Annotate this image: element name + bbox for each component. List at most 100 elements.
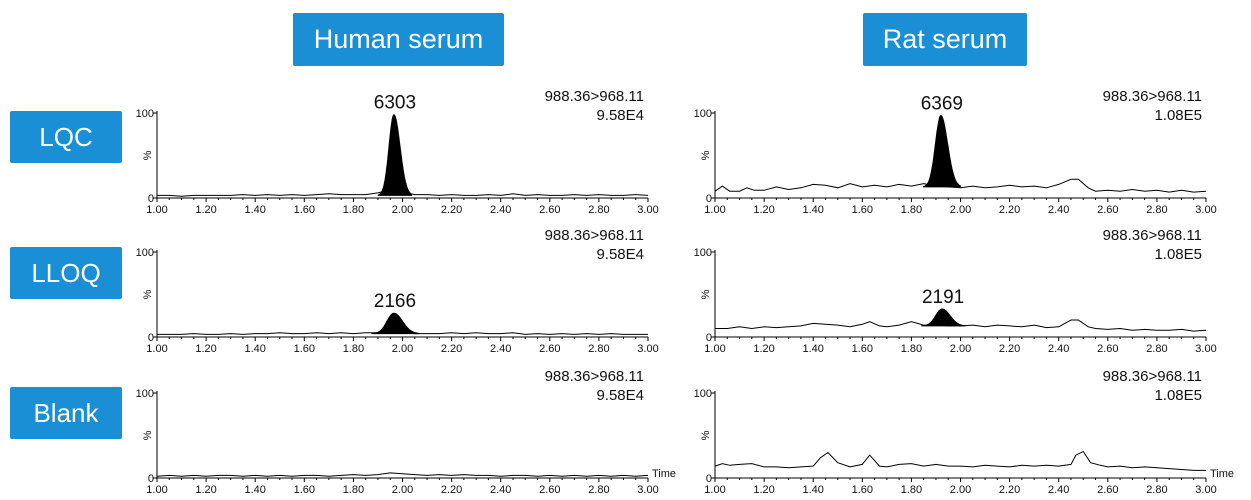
chromatogram-panel: 100 0% 1.00 1.20 1.40 1.60 1.80 2.00 2.20 2.40 2.6…: [694, 88, 1217, 216]
x-tick-label: 2.40: [1048, 204, 1069, 216]
x-tick-label: 2.20: [999, 204, 1020, 216]
y-axis-label: %: [142, 150, 154, 160]
x-tick-label: 3.00: [1195, 204, 1216, 216]
x-tick-label: 2.60: [1097, 484, 1118, 496]
y-tick-label: 0: [148, 332, 154, 344]
y-tick-label: 0: [706, 193, 712, 205]
x-tick-label: 1.00: [146, 343, 167, 355]
x-tick-label: 3.00: [637, 204, 658, 216]
x-tick-label: 2.60: [539, 343, 560, 355]
transition-label: 988.36>968.11: [545, 88, 644, 105]
x-tick-label: 2.00: [392, 343, 413, 355]
x-tick-label: 1.00: [146, 204, 167, 216]
x-tick-label: 2.80: [588, 484, 609, 496]
row-label-blank: Blank: [10, 387, 122, 439]
intensity-label: 9.58E4: [596, 107, 644, 124]
x-tick-label: 1.20: [753, 343, 774, 355]
x-tick-label: 1.60: [294, 204, 315, 216]
x-tick-label: 2.80: [1146, 204, 1167, 216]
x-tick-label: 2.20: [441, 343, 462, 355]
x-tick-label: 2.40: [1048, 484, 1069, 496]
peak-area-label: 2166: [374, 291, 416, 312]
x-tick-label: 2.40: [490, 484, 511, 496]
row-label-lloq: LLOQ: [10, 247, 122, 299]
x-tick-label: 2.60: [539, 484, 560, 496]
x-tick-label: 2.20: [441, 204, 462, 216]
row-label-lqc: LQC: [10, 111, 122, 163]
x-tick-label: 2.40: [1048, 343, 1069, 355]
x-tick-label: 1.00: [704, 343, 725, 355]
y-axis-label: %: [700, 150, 712, 160]
x-tick-label: 1.40: [802, 343, 823, 355]
intensity-label: 9.58E4: [596, 387, 644, 404]
x-tick-label: 2.80: [588, 204, 609, 216]
x-tick-label: 3.00: [637, 484, 658, 496]
x-tick-label: 1.20: [195, 204, 216, 216]
x-tick-label: 1.40: [802, 204, 823, 216]
x-tick-label: 3.00: [1195, 484, 1216, 496]
x-tick-label: 1.00: [704, 204, 725, 216]
y-tick-label: 0: [706, 473, 712, 485]
y-tick-label: 0: [148, 193, 154, 205]
peak-area: [921, 308, 966, 327]
x-tick-label: 1.20: [753, 204, 774, 216]
transition-label: 988.36>968.11: [1103, 227, 1202, 244]
x-tick-label: 1.60: [852, 343, 873, 355]
chromatogram-panel: 100 0% 1.00 1.20 1.40 1.60 1.80 2.00 2.20 2.40 2.6…: [694, 227, 1217, 355]
x-tick-label: 1.80: [901, 343, 922, 355]
y-axis-label: %: [700, 289, 712, 299]
baseline-trace: [714, 450, 1206, 471]
x-tick-label: 1.20: [195, 484, 216, 496]
x-tick-label: 1.60: [294, 484, 315, 496]
x-tick-label: 2.20: [999, 484, 1020, 496]
x-tick-label: 2.60: [539, 204, 560, 216]
x-tick-label: 3.00: [637, 343, 658, 355]
baseline-trace: [156, 472, 649, 477]
y-axis-label: %: [142, 430, 154, 440]
chromatogram-panel: 100 0% 1.00 1.20 1.40 1.60 1.80 2.00 2.20 2.40 2.6…: [136, 227, 659, 355]
x-tick-label: 2.00: [392, 204, 413, 216]
x-tick-label: 2.80: [1146, 484, 1167, 496]
x-tick-label: 2.00: [950, 204, 971, 216]
x-tick-label: 2.00: [950, 343, 971, 355]
x-tick-label: 3.00: [1195, 343, 1216, 355]
x-tick-label: 1.80: [343, 204, 364, 216]
peak-area: [923, 115, 961, 188]
x-axis-label: Time: [652, 468, 676, 480]
transition-label: 988.36>968.11: [1103, 368, 1202, 385]
x-tick-label: 1.40: [802, 484, 823, 496]
y-tick-label: 100: [136, 247, 154, 259]
x-tick-label: 1.00: [146, 484, 167, 496]
intensity-label: 1.08E5: [1154, 387, 1202, 404]
transition-label: 988.36>968.11: [1103, 88, 1202, 105]
y-axis-label: %: [700, 430, 712, 440]
y-tick-label: 0: [148, 473, 154, 485]
x-tick-label: 1.80: [343, 484, 364, 496]
y-tick-label: 100: [694, 247, 712, 259]
x-tick-label: 2.00: [950, 484, 971, 496]
x-tick-label: 2.40: [490, 343, 511, 355]
intensity-label: 9.58E4: [596, 246, 644, 263]
x-tick-label: 2.20: [441, 484, 462, 496]
y-tick-label: 100: [694, 388, 712, 400]
x-tick-label: 1.40: [244, 343, 265, 355]
x-tick-label: 1.80: [901, 484, 922, 496]
y-tick-label: 0: [706, 332, 712, 344]
y-axis-label: %: [142, 289, 154, 299]
x-tick-label: 1.20: [195, 343, 216, 355]
transition-label: 988.36>968.11: [545, 227, 644, 244]
x-tick-label: 2.40: [490, 204, 511, 216]
chromatogram-panel: 100 0% 1.00 1.20 1.40 1.60 1.80 2.00 2.20 2.40 2.6…: [136, 88, 659, 216]
x-tick-label: 2.80: [1146, 343, 1167, 355]
x-tick-label: 2.20: [999, 343, 1020, 355]
peak-area-label: 6303: [374, 93, 416, 114]
peak-area: [377, 114, 413, 196]
peak-area: [371, 312, 420, 335]
x-axis-label: Time: [1210, 468, 1234, 480]
transition-label: 988.36>968.11: [545, 368, 644, 385]
peak-area-label: 6369: [921, 94, 963, 115]
y-tick-label: 100: [694, 108, 712, 120]
intensity-label: 1.08E5: [1154, 107, 1202, 124]
chromatogram-panel: 100 0% 1.00 1.20 1.40 1.60 1.80 2.00 2.20 2.40 2.6…: [136, 368, 676, 496]
